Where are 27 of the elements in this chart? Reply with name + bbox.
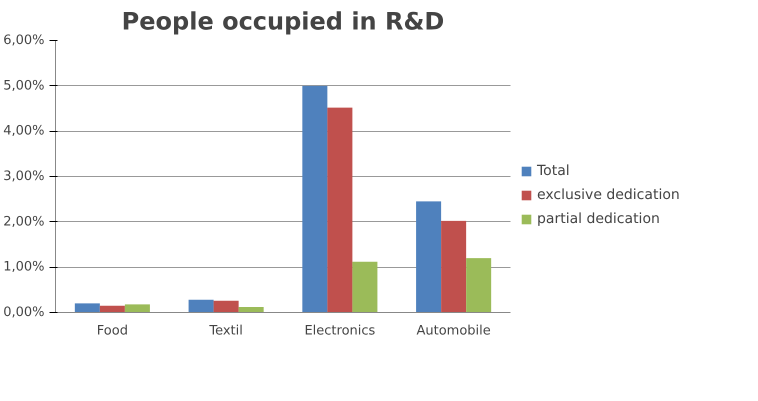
bar bbox=[124, 304, 150, 312]
x-tick-label: Food bbox=[96, 324, 128, 338]
y-tick-label: 3,00% bbox=[3, 169, 45, 184]
x-tick-label: Automobile bbox=[416, 324, 491, 338]
legend-label: exclusive dedication bbox=[537, 187, 680, 203]
bar bbox=[74, 303, 100, 312]
bar bbox=[352, 262, 378, 312]
legend-label: partial dedication bbox=[537, 211, 660, 227]
bar bbox=[327, 108, 352, 312]
bar bbox=[188, 300, 214, 312]
bar bbox=[100, 306, 125, 312]
bar bbox=[238, 307, 264, 312]
y-tick-label: 2,00% bbox=[3, 214, 45, 230]
bar bbox=[214, 300, 239, 312]
x-tick-label: Textil bbox=[208, 324, 243, 338]
bar bbox=[441, 220, 466, 312]
chart-title: People occupied in R&D bbox=[122, 8, 444, 36]
y-tick-label: 0,00% bbox=[3, 305, 45, 320]
y-tick-label: 6,00% bbox=[3, 33, 45, 48]
legend-label: Total bbox=[537, 163, 570, 179]
y-tick-label: 1,00% bbox=[3, 260, 45, 275]
bar bbox=[466, 258, 492, 312]
bar bbox=[416, 201, 442, 312]
bar bbox=[302, 86, 328, 312]
y-tick-label: 4,00% bbox=[3, 124, 45, 139]
y-tick-label: 5,00% bbox=[3, 78, 45, 94]
x-tick-label: Electronics bbox=[304, 324, 376, 338]
